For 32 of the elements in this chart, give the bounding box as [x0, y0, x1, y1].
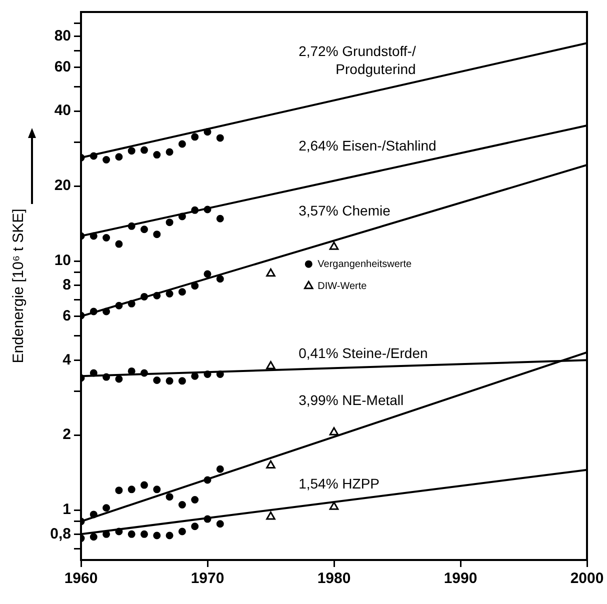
- x-tick-label: 1970: [190, 570, 224, 588]
- point: [266, 460, 276, 468]
- y-tick-label: 2: [62, 426, 71, 444]
- y-tick-label: 8: [62, 276, 71, 294]
- x-tick-label: 1960: [64, 570, 98, 588]
- x-tick-label: 1990: [444, 570, 478, 588]
- y-tick-label: 40: [54, 102, 71, 120]
- x-tick-label: 2000: [570, 570, 604, 588]
- series-label: 1,54% HZPP: [298, 476, 380, 492]
- point: [266, 268, 276, 277]
- y-tick-label: 20: [54, 177, 71, 194]
- y-tick-label: 80: [54, 27, 71, 44]
- series-label: 3,57% Chemie: [298, 202, 391, 219]
- point: [329, 427, 339, 436]
- series-label: 2,72% Grundstoff-/ Prodguterind: [298, 42, 416, 77]
- series-label: 0,41% Steine-/Erden: [298, 345, 428, 362]
- y-tick-label: 0,8: [50, 525, 71, 542]
- x-tick-label: 1980: [317, 570, 351, 588]
- y-tick-label: 6: [62, 307, 71, 324]
- legend-label: DIW-Werte: [318, 280, 368, 292]
- series-label: 2,64% Eisen-/Stahlind: [298, 138, 436, 154]
- point: [329, 242, 339, 250]
- series-label: 3,99% NE-Metall: [298, 392, 404, 408]
- y-axis-title: Endenergie [10⁶ t SKE]: [10, 208, 28, 364]
- point: [266, 511, 276, 520]
- y-tick-label: 1: [62, 501, 71, 518]
- y-tick-label: 10: [54, 252, 71, 270]
- y-tick-label: 4: [62, 351, 72, 368]
- y-tick-label: 60: [54, 58, 71, 76]
- point: [329, 502, 339, 510]
- point: [266, 360, 276, 370]
- legend-label: Vergangenheitswerte: [318, 258, 412, 270]
